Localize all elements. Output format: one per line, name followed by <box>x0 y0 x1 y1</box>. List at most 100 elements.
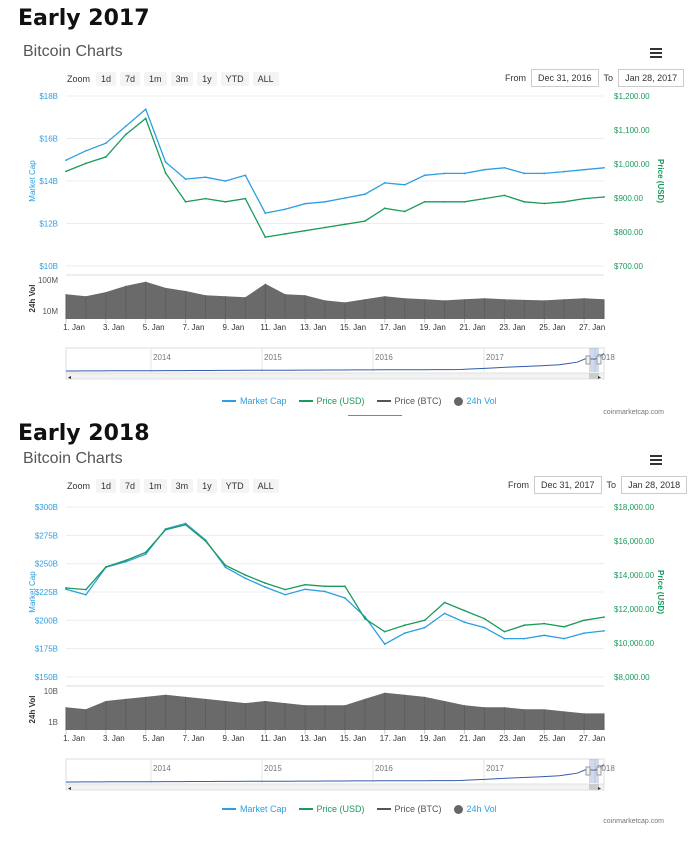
data-point <box>503 166 506 169</box>
data-point <box>85 588 87 591</box>
zoom-3m-button[interactable]: 3m <box>170 479 194 493</box>
data-point <box>523 172 526 175</box>
zoom-controls: Zoom 1d 7d 1m 3m 1y YTD ALL <box>67 479 279 493</box>
data-point <box>344 223 346 226</box>
zoom-1d-button[interactable]: 1d <box>96 72 117 86</box>
to-date-input[interactable]: Jan 28, 2017 <box>618 69 685 87</box>
legend-24h-vol[interactable]: 24h Vol <box>453 804 497 814</box>
zoom-ytd-button[interactable]: YTD <box>220 72 249 86</box>
zoom-label: Zoom <box>67 74 91 84</box>
legend-market-cap[interactable]: Market Cap <box>222 396 287 406</box>
y-right-tick-label: $1,200.00 <box>614 92 650 101</box>
data-point <box>184 200 187 203</box>
navigator-year-label: 2016 <box>375 764 393 773</box>
x-tick-label: 11. Jan <box>260 734 286 743</box>
data-point <box>164 528 167 531</box>
data-point <box>483 617 486 620</box>
data-point <box>304 229 307 232</box>
x-tick-label: 7. Jan <box>183 323 205 332</box>
data-point <box>563 625 566 628</box>
x-tick-label: 5. Jan <box>143 734 165 743</box>
data-point <box>65 159 67 162</box>
x-tick-label: 19. Jan <box>420 323 446 332</box>
zoom-ytd-button[interactable]: YTD <box>220 479 249 493</box>
zoom-1y-button[interactable]: 1y <box>197 479 217 493</box>
zoom-1m-button[interactable]: 1m <box>144 72 167 86</box>
scrollbar-thumb <box>589 784 599 790</box>
data-point <box>184 178 187 181</box>
x-tick-label: 27. Jan <box>579 323 605 332</box>
y-left-tick-label: $275B <box>35 531 58 540</box>
y-right-tick-label: $800.00 <box>614 228 643 237</box>
y-left-axis-label: Market Cap <box>28 160 37 202</box>
data-point <box>503 194 506 197</box>
data-point <box>204 197 207 200</box>
data-point <box>403 210 406 213</box>
legend-price-btc[interactable]: Price (BTC) <box>376 804 442 814</box>
data-point <box>423 200 426 203</box>
data-point <box>443 601 446 604</box>
zoom-7d-button[interactable]: 7d <box>120 479 141 493</box>
from-date-input[interactable]: Dec 31, 2017 <box>534 476 602 494</box>
data-point <box>264 236 267 239</box>
from-date-input[interactable]: Dec 31, 2016 <box>531 69 599 87</box>
zoom-3m-button[interactable]: 3m <box>170 72 194 86</box>
y-vol-tick-label: 1B <box>48 718 58 727</box>
data-point <box>85 593 87 596</box>
x-tick-label: 27. Jan <box>579 734 605 743</box>
navigator-handle-right <box>596 355 602 365</box>
y-right-axis-label: Price (USD) <box>656 159 665 203</box>
zoom-1d-button[interactable]: 1d <box>96 479 117 493</box>
legend-market-cap[interactable]: Market Cap <box>222 804 287 814</box>
data-point <box>85 162 87 165</box>
data-point <box>523 624 526 627</box>
data-point <box>144 551 147 554</box>
x-tick-label: 17. Jan <box>380 323 406 332</box>
data-point <box>124 133 127 136</box>
data-point <box>443 200 446 203</box>
to-label: To <box>603 73 614 83</box>
legend-price-usd[interactable]: Price (USD) <box>298 396 365 406</box>
legend-price-btc[interactable]: Price (BTC) <box>376 396 442 406</box>
zoom-all-button[interactable]: ALL <box>252 72 279 86</box>
navigator-year-label: 2018 <box>597 353 615 362</box>
data-point <box>224 566 227 569</box>
y-left-axis-label: Market Cap <box>28 571 37 613</box>
data-point <box>264 582 267 584</box>
menu-icon[interactable] <box>650 48 662 58</box>
y-right-tick-label: $1,000.00 <box>614 160 650 169</box>
data-point <box>144 553 147 556</box>
zoom-all-button[interactable]: ALL <box>252 479 279 493</box>
zoom-1m-button[interactable]: 1m <box>144 479 167 493</box>
navigator-series <box>66 764 605 783</box>
data-point <box>184 522 187 525</box>
data-point <box>363 193 366 196</box>
y-left-tick-label: $18B <box>39 92 58 101</box>
data-point <box>563 200 566 203</box>
legend-label: Price (USD) <box>316 804 365 814</box>
navigator-year-label: 2018 <box>597 764 615 773</box>
to-date-input[interactable]: Jan 28, 2018 <box>621 476 688 494</box>
x-tick-label: 17. Jan <box>380 734 406 743</box>
x-tick-label: 19. Jan <box>420 734 446 743</box>
legend-label: 24h Vol <box>466 396 497 406</box>
data-point <box>124 560 127 563</box>
data-point <box>164 161 167 164</box>
data-point <box>164 172 167 174</box>
x-tick-label: 3. Jan <box>103 323 125 332</box>
legend-24h-vol[interactable]: 24h Vol <box>453 396 497 406</box>
data-point <box>264 212 267 215</box>
data-point <box>124 125 127 128</box>
x-tick-label: 3. Jan <box>103 734 125 743</box>
y-right-tick-label: $700.00 <box>614 262 643 271</box>
scrollbar-track <box>65 783 605 791</box>
data-point <box>284 588 287 591</box>
y-left-tick-label: $250B <box>35 560 58 569</box>
data-point <box>344 197 346 199</box>
y-right-tick-label: $12,000.00 <box>614 605 655 614</box>
data-point <box>383 643 386 645</box>
menu-icon[interactable] <box>650 455 662 465</box>
legend-price-usd[interactable]: Price (USD) <box>298 804 365 814</box>
zoom-1y-button[interactable]: 1y <box>197 72 217 86</box>
zoom-7d-button[interactable]: 7d <box>120 72 141 86</box>
